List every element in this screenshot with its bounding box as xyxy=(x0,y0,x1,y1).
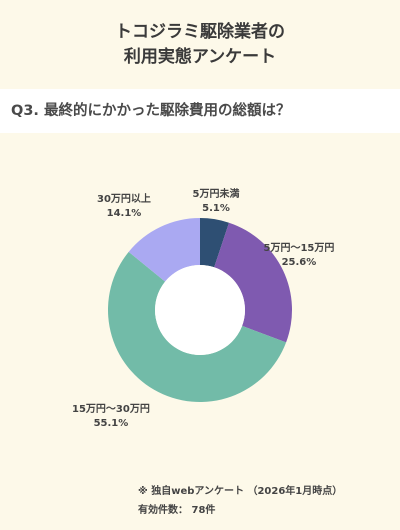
slice-value-label: 14.1% xyxy=(106,208,142,219)
slice-value-label: 25.6% xyxy=(281,257,317,268)
page-title: トコジラミ駆除業者の 利用実態アンケート xyxy=(0,20,400,70)
slice-value-label: 5.1% xyxy=(202,203,230,214)
slice-over-30man xyxy=(128,218,200,282)
donut-hole xyxy=(155,265,245,355)
slice-label-15-30man: 15万円〜30万円 55.1% xyxy=(72,403,150,431)
slice-category-label: 5万円〜15万円 xyxy=(263,243,335,254)
slice-category-label: 5万円未満 xyxy=(192,189,240,200)
title-line-1: トコジラミ駆除業者の xyxy=(115,22,285,42)
slice-category-label: 15万円〜30万円 xyxy=(72,404,150,415)
slice-under-5man xyxy=(200,218,230,268)
title-line-2: 利用実態アンケート xyxy=(123,47,277,67)
slice-label-under-5man: 5万円未満 5.1% xyxy=(193,188,240,216)
slice-label-over-30man: 30万円以上 14.1% xyxy=(97,193,151,221)
valid-response-count: 有効件数： 78件 xyxy=(138,505,216,516)
survey-source-note: ※ 独自webアンケート （2026年1月時点） xyxy=(138,486,343,497)
slice-value-label: 55.1% xyxy=(93,418,129,429)
slice-5-15man xyxy=(214,222,292,343)
question-banner: Q3. 最終的にかかった駆除費用の総額は？ xyxy=(0,89,400,133)
slice-15-30man xyxy=(108,251,287,403)
slice-label-5-15man: 5万円〜15万円 25.6% xyxy=(264,242,335,270)
slice-category-label: 30万円以上 xyxy=(97,194,151,205)
